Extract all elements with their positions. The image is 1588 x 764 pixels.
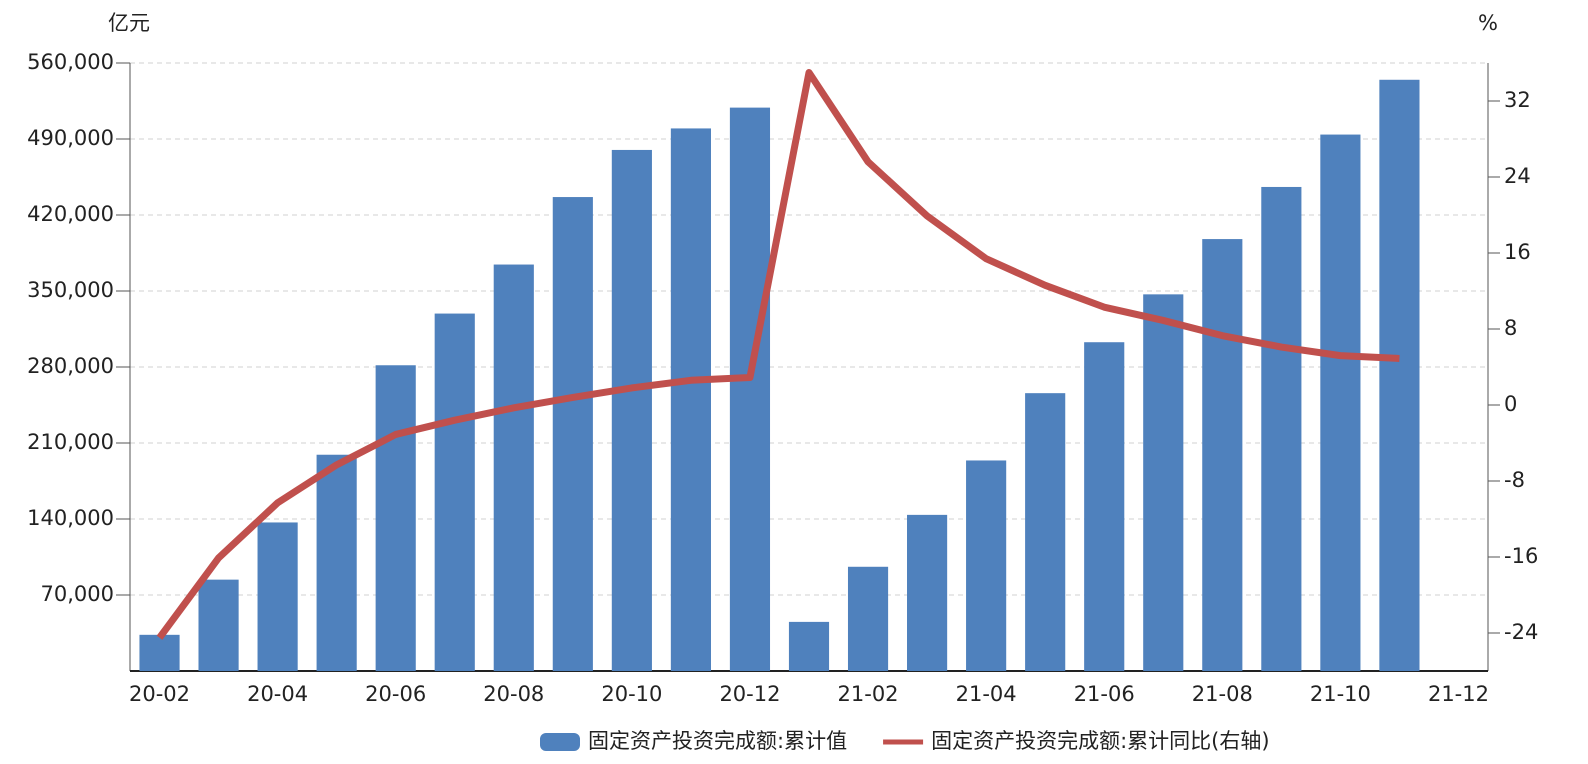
y-tick-label: 560,000 (27, 50, 114, 74)
y2-tick-label: -16 (1504, 544, 1538, 568)
bar (139, 634, 180, 671)
legend-label: 固定资产投资完成额:累计值 (588, 729, 847, 753)
y-tick-label: 350,000 (27, 278, 114, 302)
y2-tick-label: -8 (1504, 468, 1525, 492)
bar (1261, 186, 1302, 671)
x-tick-label: 20-10 (601, 682, 662, 706)
bar (670, 128, 711, 671)
x-tick-label: 21-06 (1074, 682, 1135, 706)
bar (493, 264, 534, 671)
y-tick-label: 140,000 (27, 506, 114, 530)
y2-tick-label: 8 (1504, 316, 1517, 340)
x-tick-label: 21-04 (956, 682, 1017, 706)
bar (611, 149, 652, 671)
bar (316, 454, 357, 671)
x-tick-label: 21-10 (1310, 682, 1371, 706)
bar (1025, 393, 1066, 671)
bar (1084, 342, 1125, 671)
x-tick-label: 20-12 (719, 682, 780, 706)
line (156, 69, 1400, 640)
bar (729, 107, 771, 672)
bar (847, 566, 889, 671)
bar (1143, 294, 1184, 671)
y2-tick-label: -24 (1504, 620, 1538, 644)
bar (552, 197, 593, 671)
y2-unit: % (1478, 11, 1498, 35)
y-tick-label: 420,000 (27, 202, 114, 226)
y2-tick-label: 32 (1504, 88, 1531, 112)
y-unit: 亿元 (108, 11, 150, 35)
bar (1202, 239, 1243, 671)
bar (198, 579, 239, 671)
bar (1320, 134, 1361, 671)
y-tick-label: 210,000 (27, 430, 114, 454)
y2-tick-label: 16 (1504, 240, 1531, 264)
y-tick-label: 490,000 (27, 126, 114, 150)
x-tick-label: 20-04 (247, 682, 308, 706)
y-tick-label: 280,000 (27, 354, 114, 378)
bar (907, 514, 948, 671)
bar (375, 365, 416, 671)
bar (434, 313, 475, 671)
bar (1379, 79, 1420, 672)
y2-tick-label: 0 (1504, 392, 1517, 416)
x-tick-label: 21-12 (1428, 682, 1489, 706)
x-tick-label: 21-08 (1192, 682, 1253, 706)
x-tick-label: 20-06 (365, 682, 426, 706)
x-tick-label: 20-02 (129, 682, 190, 706)
x-tick-label: 20-08 (483, 682, 544, 706)
y2-tick-label: 24 (1504, 164, 1531, 188)
bar (966, 460, 1007, 671)
bar (257, 522, 298, 671)
x-tick-label: 21-02 (838, 682, 899, 706)
legend-label: 固定资产投资完成额:累计同比(右轴) (931, 729, 1269, 753)
y-tick-label: 70,000 (41, 582, 114, 606)
bar (788, 621, 830, 671)
legend-swatch (540, 733, 580, 751)
